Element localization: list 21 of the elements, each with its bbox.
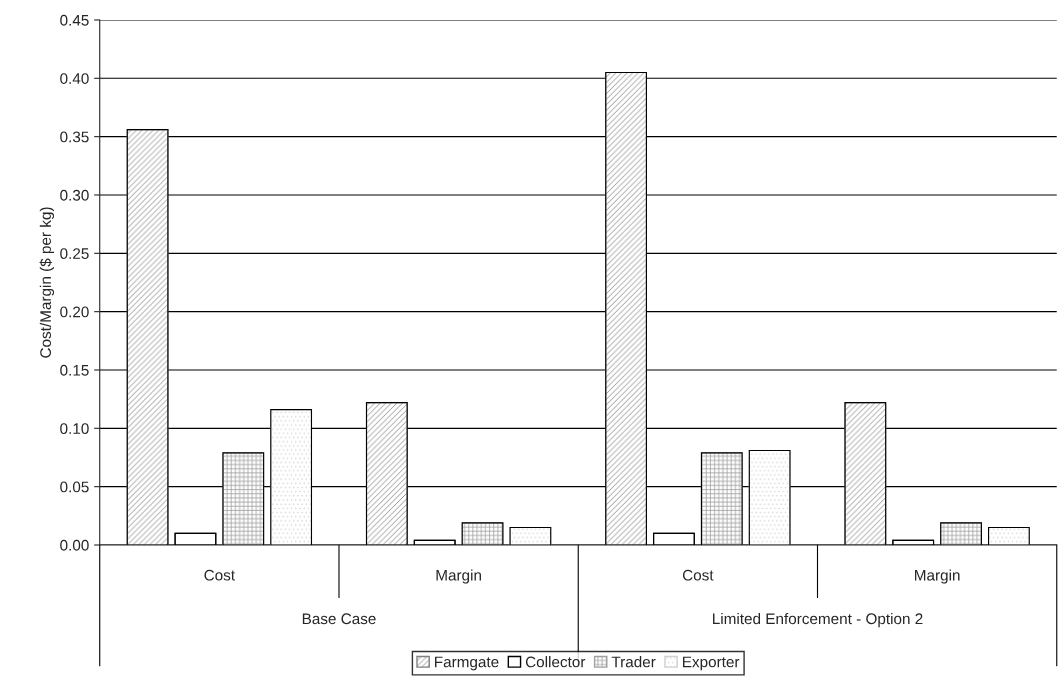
y-tick-label: 0.25 <box>60 248 89 260</box>
legend-label: Collector <box>525 656 586 668</box>
legend-label: Exporter <box>683 656 740 671</box>
x-tick-label: Margin <box>436 569 481 584</box>
y-tick-label: 0.30 <box>60 189 89 201</box>
y-tick-label: 0.10 <box>60 423 89 435</box>
y-tick-label: 0.35 <box>60 131 89 143</box>
x-tick-label: Margin <box>915 569 960 584</box>
y-tick-label: 0.40 <box>60 73 89 84</box>
legend-label: Farmgate <box>435 656 499 671</box>
y-tick-label: 0.05 <box>60 481 89 493</box>
y-tick-label: 0.15 <box>60 364 89 376</box>
y-axis-title: Cost/Margin ($ per kg) <box>39 207 55 358</box>
y-tick-label: 0.00 <box>60 539 89 551</box>
y-tick-label: 0.45 <box>60 14 89 26</box>
text: Limited Enforcement - Option 2 <box>713 612 923 628</box>
x-tick-label: Cost <box>204 569 235 581</box>
text: Base Case <box>302 613 376 625</box>
x-tick-label: Cost <box>682 569 714 581</box>
y-tick-label: 0.20 <box>60 306 89 318</box>
legend-label: Trader <box>611 656 656 668</box>
